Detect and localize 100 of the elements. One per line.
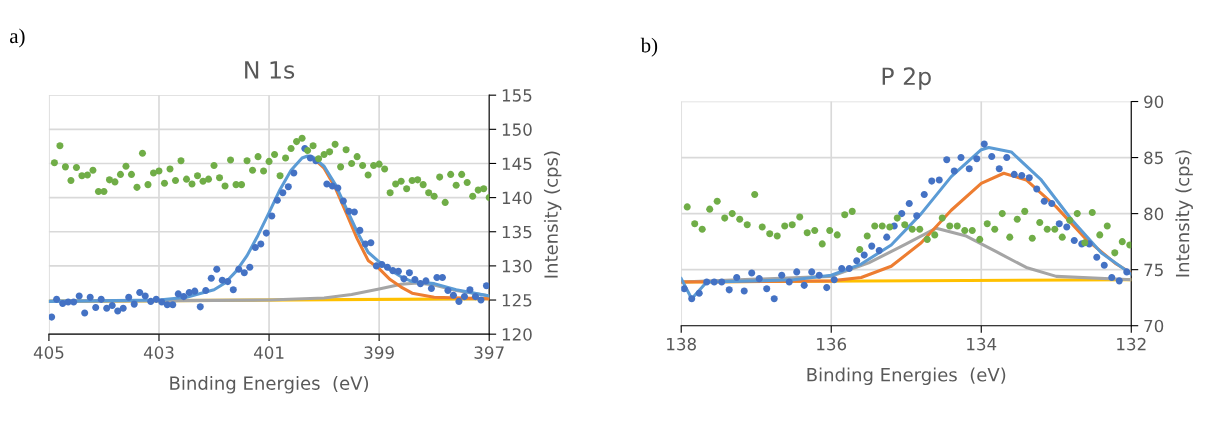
point xyxy=(788,221,796,229)
point xyxy=(998,210,1006,218)
point xyxy=(1093,253,1101,261)
point xyxy=(1115,277,1123,285)
point xyxy=(778,271,786,279)
x-tick-label: 138 xyxy=(667,337,696,351)
point xyxy=(740,287,748,295)
point xyxy=(838,265,846,273)
y-tick-label: 155 xyxy=(502,89,532,102)
point xyxy=(853,257,861,265)
y-tick-label: 70 xyxy=(1144,319,1164,333)
point xyxy=(1096,231,1104,239)
point xyxy=(883,233,891,241)
point xyxy=(725,286,733,294)
point xyxy=(681,285,688,293)
point xyxy=(965,165,973,173)
point xyxy=(1010,170,1018,178)
point xyxy=(983,220,991,228)
chart-title: N 1s xyxy=(245,61,295,79)
point xyxy=(1021,207,1029,215)
y-axis-title: Intensity (cps) xyxy=(1175,150,1193,277)
point xyxy=(991,225,999,233)
point xyxy=(935,176,943,184)
point xyxy=(878,222,886,230)
point xyxy=(695,289,703,297)
x-tick-label: 132 xyxy=(1117,337,1146,351)
point xyxy=(743,221,751,229)
point xyxy=(1055,220,1063,228)
point xyxy=(953,222,961,230)
point xyxy=(781,222,789,230)
y-axis-title: Intensity (cps) xyxy=(543,151,562,278)
point xyxy=(868,242,876,250)
y-tick-label: 90 xyxy=(1144,95,1164,109)
point xyxy=(920,191,928,199)
point xyxy=(905,199,913,208)
point xyxy=(1048,199,1056,208)
x-tick-label: 399 xyxy=(364,346,394,359)
y-tick-label: 130 xyxy=(502,259,532,273)
x-axis-title: Binding Energies (eV) xyxy=(807,367,1006,386)
point xyxy=(961,226,969,234)
point xyxy=(976,235,984,243)
point xyxy=(823,284,831,292)
point xyxy=(848,207,856,215)
point xyxy=(758,223,766,231)
y-tick-label: 120 xyxy=(502,328,532,341)
x-tick-label: 134 xyxy=(967,337,997,351)
point xyxy=(1036,219,1044,227)
point xyxy=(833,231,841,239)
point xyxy=(886,223,894,231)
point xyxy=(691,220,699,228)
point xyxy=(728,210,736,218)
point xyxy=(1088,208,1096,217)
point xyxy=(785,278,793,286)
point xyxy=(698,225,706,233)
point xyxy=(1108,273,1116,282)
point xyxy=(755,275,763,283)
point xyxy=(763,285,771,293)
point xyxy=(1111,249,1119,257)
point xyxy=(796,213,804,221)
point xyxy=(1013,215,1021,223)
point xyxy=(688,295,696,303)
y-tick-label: 145 xyxy=(502,157,532,171)
point xyxy=(1058,233,1066,241)
point xyxy=(1051,225,1059,233)
point xyxy=(766,230,774,238)
point xyxy=(928,177,936,185)
point xyxy=(1066,216,1074,224)
point xyxy=(751,191,759,199)
point xyxy=(1073,210,1081,218)
point xyxy=(1126,241,1132,249)
point xyxy=(703,278,711,286)
point xyxy=(938,214,946,222)
point xyxy=(973,155,981,163)
point xyxy=(683,203,691,211)
point xyxy=(1033,185,1041,193)
point xyxy=(860,251,868,259)
x-tick-label: 397 xyxy=(474,346,504,359)
point xyxy=(710,278,718,286)
point xyxy=(950,167,958,175)
point xyxy=(923,235,931,243)
point xyxy=(826,226,834,234)
point xyxy=(1118,238,1126,246)
point xyxy=(1043,225,1051,233)
point xyxy=(908,225,916,233)
point xyxy=(1040,197,1048,205)
point xyxy=(713,197,721,205)
point xyxy=(901,221,909,229)
point xyxy=(946,222,954,230)
point xyxy=(893,214,901,222)
point xyxy=(943,156,951,164)
point xyxy=(1100,261,1108,269)
point xyxy=(988,152,996,160)
point xyxy=(815,271,823,279)
point xyxy=(841,211,849,219)
x-tick-label: 405 xyxy=(33,346,64,359)
point xyxy=(811,226,819,234)
point xyxy=(898,210,906,218)
x-tick-label: 403 xyxy=(143,346,174,359)
point xyxy=(1003,154,1011,162)
y-tick-label: 140 xyxy=(502,191,532,205)
